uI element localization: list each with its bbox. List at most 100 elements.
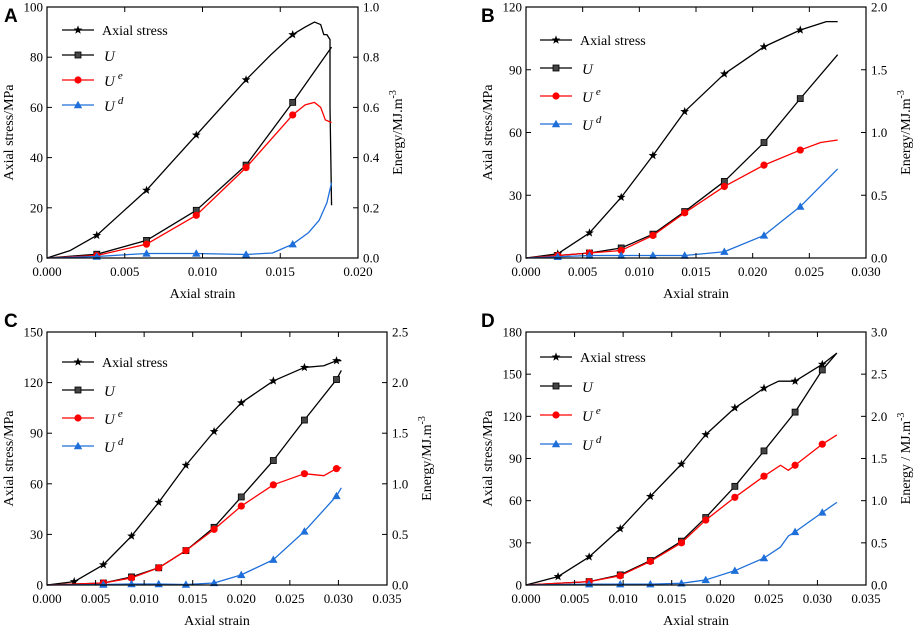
- series-3-point: [237, 570, 246, 579]
- series-1-point: [760, 447, 768, 455]
- y-left-tick-label: 0: [516, 251, 523, 266]
- y-right-tick-label: 1.0: [392, 476, 408, 491]
- y-right-tick-label: 1.5: [871, 451, 887, 466]
- plot-frame: [46, 331, 388, 586]
- y-right-tick-label: 0.0: [392, 578, 408, 593]
- series-0-point: [236, 398, 246, 407]
- x-tick-label: 0.035: [372, 591, 401, 606]
- y-right-tick-label: 0.2: [363, 200, 379, 215]
- series-0-point: [615, 524, 625, 533]
- series-3-point: [288, 239, 297, 248]
- series-2-point: [791, 461, 799, 469]
- series-1-point: [333, 376, 340, 383]
- panel-c: C0.000 0.005 0.010 0.015 0.020 0.025 0.030 0.03…: [2, 311, 435, 629]
- legend-label: U: [104, 384, 116, 400]
- series-line-1: [525, 54, 839, 259]
- legend-label: Axial stress: [580, 351, 646, 366]
- series-3-point: [730, 566, 740, 574]
- series-2-point: [242, 164, 250, 172]
- y-left-tick-label: 120: [503, 0, 523, 15]
- legend-symbol: U: [104, 384, 116, 400]
- series-line-0: [46, 21, 333, 259]
- legend-marker-2: [74, 414, 82, 422]
- panel-letter: D: [481, 311, 495, 332]
- legend-marker-2: [552, 411, 560, 419]
- legend-symbol: U: [104, 99, 116, 115]
- series-3-point: [181, 580, 191, 588]
- legend-label: Axial stress: [102, 356, 168, 371]
- legend-superscript: d: [118, 95, 124, 107]
- legend-label: U: [582, 62, 594, 78]
- series-3-point: [680, 251, 689, 259]
- series-2-point: [681, 209, 689, 217]
- series-0-point: [616, 192, 626, 202]
- series-group: [525, 20, 839, 260]
- x-tick-label: 0.015: [178, 591, 207, 606]
- series-2-point: [617, 246, 625, 255]
- y-left-tick-label: 20: [30, 200, 43, 215]
- legend-superscript: e: [118, 70, 123, 82]
- y-right-tick-label: 1.5: [871, 62, 887, 77]
- plot-frame: [525, 6, 867, 259]
- y-left-tick-label: 60: [30, 100, 43, 115]
- legend-marker-3: [73, 100, 83, 109]
- series-line-0: [46, 360, 342, 586]
- y-right-axis-title-sup: -3: [388, 90, 399, 98]
- series-3-point: [720, 247, 729, 255]
- series-2-point: [155, 564, 163, 572]
- y-right-tick-label: 1.0: [871, 493, 887, 508]
- series-2-point: [649, 231, 657, 240]
- y-right-tick-label: 0.6: [363, 100, 380, 115]
- series-3-point: [818, 508, 827, 516]
- series-1-point: [731, 482, 739, 490]
- series-0-point: [795, 25, 805, 34]
- x-tick-label: 0.000: [32, 591, 61, 606]
- legend-marker-2: [552, 92, 560, 100]
- series-line-2: [525, 139, 838, 259]
- series-3-point: [99, 580, 108, 588]
- legend-symbol: U: [104, 49, 116, 65]
- series-3-point: [300, 527, 309, 535]
- x-tick-label: 0.000: [511, 591, 540, 606]
- series-2-point: [142, 240, 151, 248]
- legend-symbol: U: [582, 62, 594, 78]
- series-0-point: [191, 130, 201, 139]
- x-tick-label: 0.005: [568, 264, 597, 279]
- series-1-point: [791, 408, 799, 416]
- panel-letter: C: [4, 311, 18, 332]
- series-0-point: [332, 356, 341, 365]
- series-2-point: [677, 539, 686, 547]
- y-left-tick-label: 150: [503, 367, 523, 382]
- series-group: [46, 21, 333, 260]
- y-right-axis-title: Energy/MJ.m-3: [896, 90, 914, 175]
- x-tick-label: 0.015: [681, 264, 710, 279]
- legend-symbol: U: [582, 118, 594, 134]
- legend-marker-1: [74, 51, 82, 59]
- y-left-tick-label: 90: [30, 426, 43, 441]
- x-tick-label: 0.030: [851, 264, 880, 279]
- x-tick-label: 0.010: [625, 264, 654, 279]
- x-tick-label: 0.020: [227, 591, 256, 606]
- series-2-point: [731, 493, 739, 501]
- series-3-point: [648, 251, 658, 259]
- y-right-axis-title: Energy / MJ.m-3: [896, 413, 914, 505]
- series-2-point: [182, 546, 190, 555]
- y-right-axis-title-sup: -3: [417, 416, 428, 424]
- series-0-point: [730, 403, 740, 412]
- x-axis-title: Axial strain: [170, 287, 236, 302]
- x-tick-label: 0.020: [738, 264, 767, 279]
- y-left-axis-title: Axial stress/MPa: [481, 84, 496, 181]
- x-tick-label: 0.015: [266, 264, 295, 279]
- legend-superscript: e: [596, 405, 601, 417]
- series-2-point: [269, 481, 277, 489]
- legend-marker-3: [551, 119, 561, 128]
- series-line-3: [46, 182, 333, 259]
- legend-marker-0: [551, 35, 561, 44]
- series-2-point: [818, 440, 826, 448]
